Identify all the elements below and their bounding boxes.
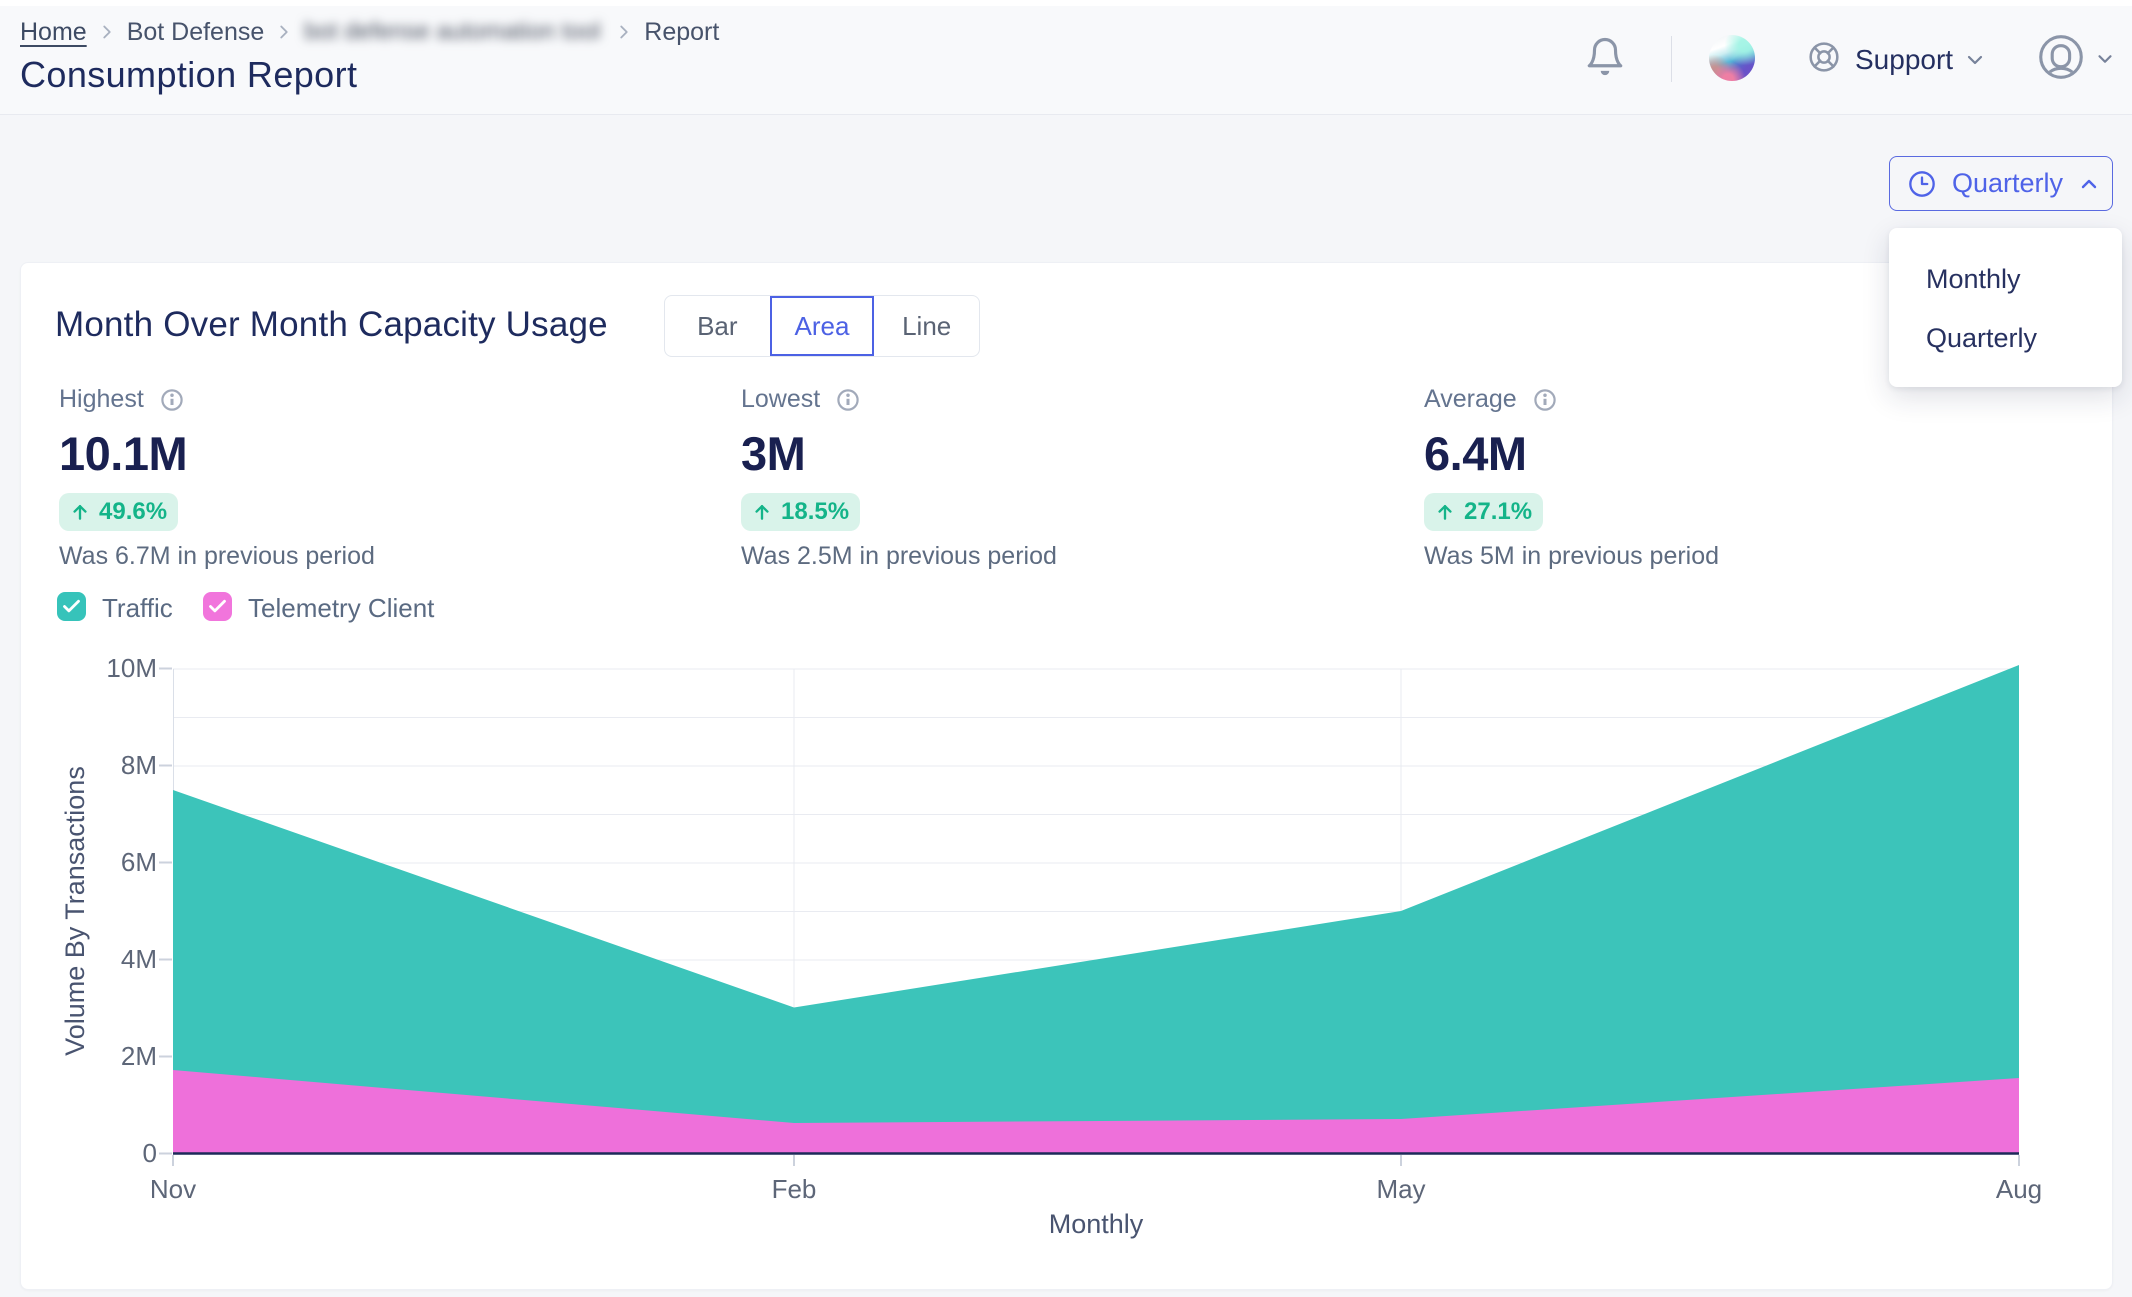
svg-text:Feb: Feb — [772, 1174, 817, 1204]
svg-text:May: May — [1376, 1174, 1425, 1204]
svg-text:6M: 6M — [121, 847, 157, 877]
svg-text:Aug: Aug — [1996, 1174, 2042, 1204]
svg-text:8M: 8M — [121, 750, 157, 780]
svg-text:4M: 4M — [121, 944, 157, 974]
svg-text:Nov: Nov — [150, 1174, 196, 1204]
svg-text:0: 0 — [143, 1138, 157, 1168]
svg-text:Volume By Transactions: Volume By Transactions — [60, 766, 90, 1056]
svg-text:10M: 10M — [106, 653, 157, 683]
svg-text:Monthly: Monthly — [1049, 1209, 1144, 1239]
svg-text:2M: 2M — [121, 1041, 157, 1071]
